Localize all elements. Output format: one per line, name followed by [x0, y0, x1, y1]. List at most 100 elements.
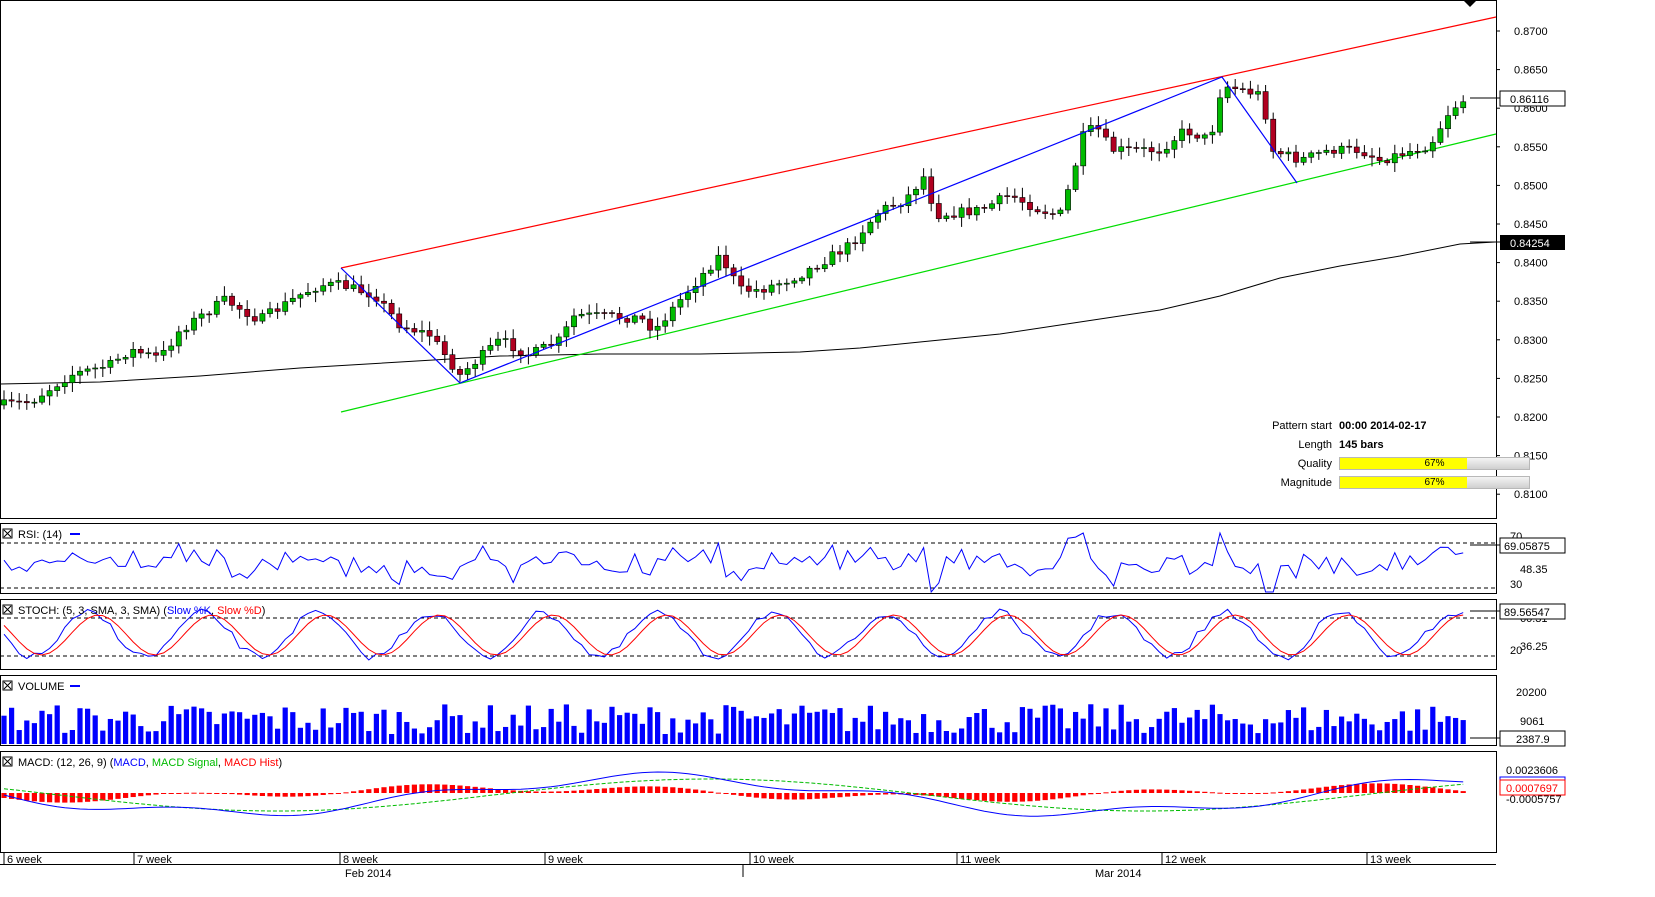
candle-body: [1262, 91, 1269, 120]
macd-hist-bar: [168, 793, 174, 794]
month-label: Feb 2014: [345, 868, 391, 880]
price-tick-label: 0.8550: [1514, 142, 1548, 154]
macd-hist-bar: [586, 789, 592, 793]
volume-bar: [282, 707, 288, 744]
macd-hist-bar: [115, 793, 121, 799]
price-tick-label: 0.8300: [1514, 335, 1548, 347]
volume-bar: [1316, 726, 1322, 744]
macd-hist-bar: [1255, 793, 1261, 794]
macd-hist-bar: [237, 793, 243, 795]
macd-hist-bar: [404, 785, 410, 793]
macd-hist-bar: [495, 789, 501, 793]
volume-bar: [31, 723, 37, 744]
price-tick-label: 0.8650: [1514, 65, 1548, 77]
volume-bar: [959, 728, 965, 744]
volume-bar: [335, 723, 341, 744]
volume-bar: [16, 730, 22, 744]
moving-average-line: [0, 241, 1496, 385]
candle-body: [647, 318, 653, 331]
candle-body: [943, 215, 950, 219]
candle-body: [669, 306, 676, 322]
macd-hist-bar: [1308, 788, 1314, 793]
stoch-k-label: Slow %K: [167, 605, 212, 617]
macd-hist-bar: [434, 784, 440, 793]
macd-hist-bar: [1437, 788, 1443, 793]
macd-hist-bar: [1323, 786, 1329, 793]
macd-hist-bar: [1240, 793, 1246, 794]
week-label: 11 week: [960, 854, 1001, 866]
week-label: 7 week: [137, 854, 172, 866]
macd-hist-bar: [700, 790, 706, 793]
volume-bar: [381, 709, 387, 744]
macd-line: [3, 771, 1464, 817]
candle-body: [426, 330, 433, 337]
week-label: 10 week: [753, 854, 794, 866]
volume-bar: [328, 727, 334, 744]
candle-body: [1049, 213, 1056, 215]
candle-body: [403, 327, 410, 330]
volume-bar: [1179, 722, 1185, 744]
volume-bar: [168, 705, 174, 744]
macd-hist-bar: [1225, 793, 1231, 794]
candle-body: [1247, 88, 1254, 95]
volume-bars: [1, 704, 1466, 744]
macd-hist-bar: [928, 793, 934, 796]
scroll-marker-icon[interactable]: [1463, 0, 1477, 7]
pattern-length-label: Length: [1298, 439, 1332, 451]
volume-bar: [1354, 713, 1360, 744]
week-label: 12 week: [1165, 854, 1206, 866]
candle-body: [1437, 128, 1444, 143]
rsi-level-30: 30: [1510, 579, 1522, 591]
volume-bar: [647, 707, 653, 744]
volume-bar: [123, 711, 129, 744]
macd-hist-bar: [1202, 791, 1208, 793]
macd-hist-bar: [54, 793, 60, 803]
volume-bar: [1255, 733, 1261, 744]
candle-body: [221, 295, 228, 302]
candlesticks: [1, 79, 1467, 410]
macd-hist-bar: [1179, 790, 1185, 793]
volume-bar: [1339, 716, 1345, 744]
macd-hist-bar: [1247, 793, 1253, 794]
macd-hist-bar: [617, 787, 623, 793]
macd-hist-bar: [867, 793, 873, 796]
macd-hist-bar: [297, 793, 303, 797]
candle-body: [875, 213, 881, 223]
quality-value: 67%: [1424, 458, 1445, 469]
macd-hist-bar: [419, 784, 425, 793]
candle-body: [578, 313, 585, 317]
macd-hist-bar: [1004, 793, 1010, 802]
volume-bar: [237, 712, 243, 744]
macd-hist-bar: [1399, 784, 1405, 793]
macd-hist-bar: [328, 793, 334, 795]
candle-body: [745, 285, 752, 292]
candle-body: [1353, 146, 1360, 153]
volume-bar: [1399, 711, 1405, 744]
macd-hist-bar: [1339, 785, 1345, 793]
volume-bar: [989, 727, 995, 744]
volume-bar: [1065, 728, 1071, 744]
candle-body: [1300, 156, 1307, 163]
volume-bar: [579, 732, 585, 744]
volume-bar: [1209, 704, 1215, 744]
macd-hist-bar: [905, 793, 911, 795]
volume-bar: [913, 732, 919, 744]
stoch-value: 89.56547: [1504, 607, 1550, 619]
candle-body: [31, 401, 38, 404]
candle-body: [1118, 146, 1125, 152]
candle-body: [441, 341, 448, 356]
volume-bar: [700, 712, 706, 744]
macd-hist-bar: [776, 793, 782, 800]
macd-hist-bar: [290, 793, 296, 797]
volume-bar: [176, 714, 182, 744]
macd-hist-bar: [609, 787, 615, 793]
volume-bar: [107, 718, 113, 744]
macd-panel: MACD: (12, 26, 9) (MACD, MACD Signal, MA…: [1, 756, 1566, 817]
volume-bar: [77, 708, 83, 744]
sma-price-marker: 0.84254: [1470, 235, 1565, 250]
candle-body: [16, 400, 23, 403]
volume-bar: [662, 733, 668, 744]
volume-bar: [548, 708, 554, 744]
candle-body: [1057, 209, 1064, 214]
